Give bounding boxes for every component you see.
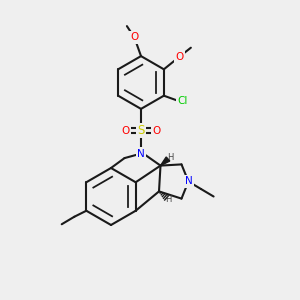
Text: N: N bbox=[184, 176, 192, 187]
Text: O: O bbox=[130, 32, 139, 43]
Text: Cl: Cl bbox=[177, 96, 188, 106]
Text: N: N bbox=[137, 148, 145, 159]
Text: O: O bbox=[175, 52, 184, 62]
Text: S: S bbox=[137, 124, 145, 137]
Text: O: O bbox=[152, 125, 161, 136]
Text: H: H bbox=[165, 195, 172, 204]
Text: H: H bbox=[167, 153, 173, 162]
Text: O: O bbox=[121, 125, 130, 136]
Polygon shape bbox=[160, 157, 170, 166]
